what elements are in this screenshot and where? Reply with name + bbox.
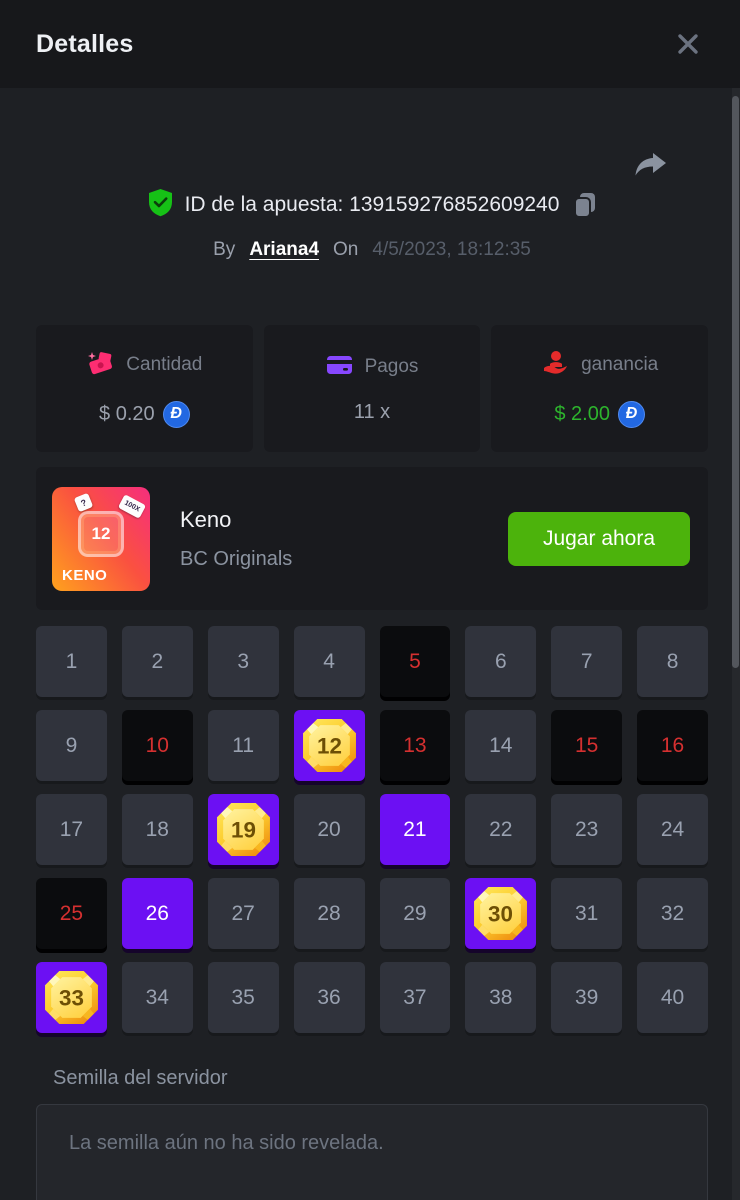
bet-datetime: 4/5/2023, 18:12:35 — [372, 239, 531, 260]
keno-tile: 40 — [637, 962, 708, 1033]
keno-tile: 26 — [121, 878, 193, 949]
share-icon[interactable] — [632, 146, 668, 184]
keno-tile: 39 — [551, 962, 623, 1033]
keno-tile: 25 — [36, 878, 107, 949]
close-icon[interactable] — [674, 30, 702, 58]
keno-tile: 27 — [207, 878, 279, 949]
cash-icon — [86, 350, 114, 381]
profit-hand-icon — [541, 350, 569, 381]
stat-card-profit: ganancia $ 2.00 Đ — [491, 325, 709, 452]
stat-card-payout: Pagos 11 x — [263, 325, 481, 452]
scrollbar-thumb[interactable] — [732, 96, 739, 668]
stat-label-payout: Pagos — [364, 356, 419, 377]
digibyte-coin-icon: Đ — [617, 400, 645, 428]
stat-card-amount: Cantidad $ 0.20 Đ — [36, 325, 253, 452]
svg-text:30: 30 — [488, 902, 513, 927]
thumbnail-title: KENO — [62, 566, 108, 584]
svg-text:12: 12 — [317, 734, 342, 759]
game-provider: BC Originals — [180, 547, 293, 570]
server-seed-label: Semilla del servidor — [53, 1067, 228, 1089]
keno-tile: 7 — [551, 626, 623, 697]
keno-tile: 22 — [465, 794, 537, 865]
keno-tile: 23 — [551, 794, 623, 865]
modal-body: ID de la apuesta: 139159276852609240 By … — [0, 88, 740, 1200]
keno-tile: 4 — [293, 626, 365, 697]
keno-tile: 6 — [465, 626, 537, 697]
keno-grid: 1 2 3 4 5 6 7 8 9 10 11 12 13 14 15 16 17 18 19 20 21 22 2… — [36, 626, 708, 1033]
game-title: Keno — [180, 506, 232, 532]
keno-tile: 9 — [36, 710, 107, 781]
credit-card-icon — [326, 354, 353, 381]
keno-tile: 21 — [379, 794, 451, 865]
stat-value-profit: $ 2.00 — [554, 402, 610, 425]
keno-tile: 18 — [121, 794, 193, 865]
keno-tile: 28 — [293, 878, 365, 949]
bet-id-row: ID de la apuesta: 139159276852609240 — [36, 188, 708, 222]
keno-tile: 14 — [465, 710, 537, 781]
keno-tile: 16 — [637, 710, 708, 781]
stat-label-profit: ganancia — [581, 354, 659, 375]
keno-tile: 1 — [36, 626, 107, 697]
keno-tile: 5 — [379, 626, 451, 697]
keno-tile: 8 — [637, 626, 708, 697]
server-seed-message: La semilla aún no ha sido revelada. — [69, 1132, 384, 1154]
keno-tile: 17 — [36, 794, 107, 865]
keno-tile: 33 — [36, 962, 107, 1033]
digibyte-coin-icon: Đ — [162, 400, 190, 428]
stat-value-payout: 11 x — [353, 400, 391, 423]
bet-meta-row: By Ariana4 On 4/5/2023, 18:12:35 — [36, 239, 708, 261]
modal-header: Detalles — [0, 0, 740, 88]
keno-tile: 19 — [207, 794, 279, 865]
keno-tile: 34 — [121, 962, 193, 1033]
keno-tile: 12 — [293, 710, 365, 781]
stat-label-amount: Cantidad — [126, 354, 203, 375]
bet-id-text: ID de la apuesta: 139159276852609240 — [184, 193, 560, 216]
modal-title: Detalles — [36, 29, 134, 58]
game-card: ? 100X 12 KENO Keno BC Originals Jugar a… — [36, 467, 708, 610]
svg-text:33: 33 — [59, 986, 84, 1011]
gem-icon: 19 — [216, 803, 270, 856]
stat-cards: Cantidad $ 0.20 Đ Pagos — [36, 325, 709, 452]
keno-game-thumbnail[interactable]: ? 100X 12 KENO — [52, 486, 150, 591]
keno-tile: 24 — [637, 794, 708, 865]
keno-tile: 10 — [121, 710, 193, 781]
keno-tile: 20 — [293, 794, 365, 865]
copy-icon[interactable] — [573, 191, 597, 219]
keno-tile: 32 — [637, 878, 708, 949]
keno-tile: 35 — [207, 962, 279, 1033]
server-seed-box: La semilla aún no ha sido revelada. — [36, 1104, 708, 1200]
play-now-button[interactable]: Jugar ahora — [508, 511, 690, 566]
question-chip: ? — [73, 492, 94, 512]
keno-tile: 13 — [379, 710, 451, 781]
svg-text:19: 19 — [231, 818, 256, 843]
username-link[interactable]: Ariana4 — [249, 239, 320, 260]
keno-tile: 30 — [465, 878, 537, 949]
keno-tile: 37 — [379, 962, 451, 1033]
stat-value-amount: $ 0.20 — [99, 402, 155, 425]
keno-tile: 31 — [551, 878, 623, 949]
verified-shield-icon — [147, 188, 174, 222]
thumbnail-gem: 12 — [78, 510, 124, 557]
gem-icon: 12 — [302, 719, 356, 772]
by-label: By — [213, 239, 236, 260]
gem-icon: 30 — [474, 887, 528, 940]
keno-tile: 2 — [121, 626, 193, 697]
keno-tile: 38 — [465, 962, 537, 1033]
keno-tile: 29 — [379, 878, 451, 949]
gem-icon: 33 — [44, 971, 98, 1024]
keno-tile: 36 — [293, 962, 365, 1033]
on-label: On — [333, 239, 359, 260]
keno-tile: 3 — [207, 626, 279, 697]
keno-tile: 15 — [551, 710, 623, 781]
keno-tile: 11 — [207, 710, 279, 781]
